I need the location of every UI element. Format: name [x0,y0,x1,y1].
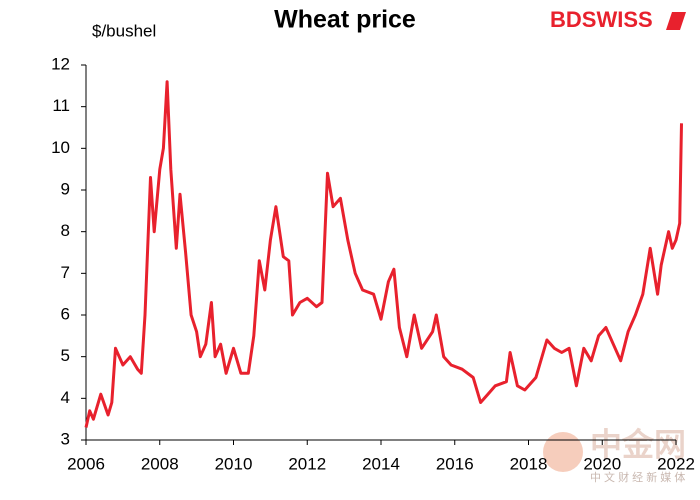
y-tick-label: 5 [61,346,70,365]
y-tick-label: 6 [61,304,70,323]
logo: BDSWISS [550,7,653,32]
y-tick-label: 10 [51,138,70,157]
x-tick-label: 2020 [583,454,621,473]
y-tick-label: 3 [61,429,70,448]
y-tick-label: 4 [61,388,70,407]
watermark: 中金网 [590,426,686,462]
y-tick-label: 8 [61,221,70,240]
logo-icon [666,12,686,30]
x-tick-label: 2012 [288,454,326,473]
y-tick-label: 11 [52,96,70,115]
x-tick-label: 2016 [436,454,474,473]
y-tick-label: 9 [61,179,70,198]
x-tick-label: 2022 [657,454,695,473]
watermark-sub: 中 文 财 经 新 媒 体 [590,470,685,484]
chart-title: Wheat price [274,6,416,34]
watermark-icon [543,432,583,472]
plot-area: 3 4 5 6 7 8 9 10 11 12 2006 2008 2010 2012 2014 2016 201… [51,54,695,473]
x-tick-label: 2018 [510,454,548,473]
y-axis-label: $/bushel [92,21,156,40]
x-tick-label: 2014 [362,454,400,473]
y-tick-label: 12 [51,54,70,73]
x-tick-label: 2010 [215,454,253,473]
x-tick-label: 2006 [67,454,105,473]
x-tick-label: 2008 [141,454,179,473]
y-tick-label: 7 [61,263,70,282]
price-line [84,80,683,428]
